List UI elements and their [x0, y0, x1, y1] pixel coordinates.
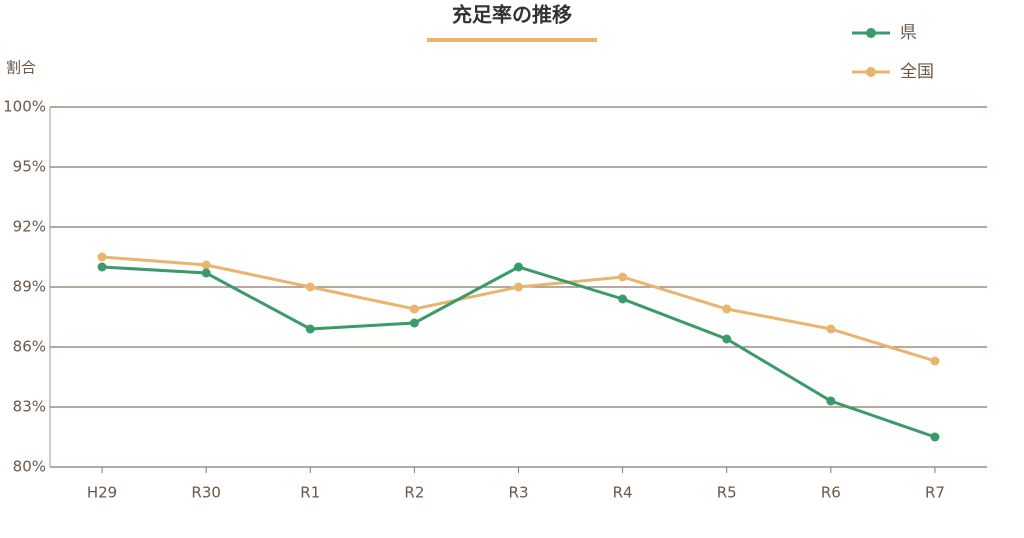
y-axis-title: 割合 [6, 59, 36, 77]
x-tick-label: H29 [87, 484, 117, 502]
y-tick-label: 95% [13, 158, 46, 176]
x-tick-label: R30 [191, 484, 221, 502]
y-tick-label: 83% [13, 398, 46, 416]
legend-marker [866, 67, 876, 77]
data-point [97, 262, 107, 272]
chart-title: 充足率の推移 [452, 3, 572, 27]
data-point [826, 396, 836, 406]
x-tick-label: R3 [509, 484, 529, 502]
data-point [305, 282, 315, 292]
data-point [930, 432, 940, 442]
y-tick-label: 100% [3, 98, 46, 116]
data-point [97, 252, 107, 262]
data-point [201, 268, 211, 278]
x-tick-label: R2 [404, 484, 424, 502]
data-point [722, 334, 732, 344]
data-point [618, 272, 628, 282]
y-tick-label: 80% [13, 458, 46, 476]
data-point [305, 324, 315, 334]
legend-label: 県 [900, 23, 917, 43]
y-tick-label: 89% [13, 278, 46, 296]
data-point [618, 294, 628, 304]
data-point [826, 324, 836, 334]
data-point [722, 304, 732, 314]
data-point [514, 282, 523, 292]
data-point [514, 262, 523, 272]
series-line [101, 255, 936, 363]
x-tick-label: R7 [925, 484, 945, 502]
data-point [409, 304, 419, 314]
y-tick-label: 86% [13, 338, 46, 356]
x-tick-label: R5 [717, 484, 737, 502]
legend-marker [866, 28, 876, 38]
series-line [101, 265, 936, 439]
x-tick-label: R6 [821, 484, 841, 502]
x-tick-label: R1 [300, 484, 320, 502]
legend-label: 全国 [900, 62, 934, 82]
data-point [201, 260, 211, 270]
data-point [930, 356, 940, 366]
x-tick-label: R4 [613, 484, 633, 502]
y-tick-label: 92% [13, 218, 46, 236]
data-point [409, 318, 419, 328]
